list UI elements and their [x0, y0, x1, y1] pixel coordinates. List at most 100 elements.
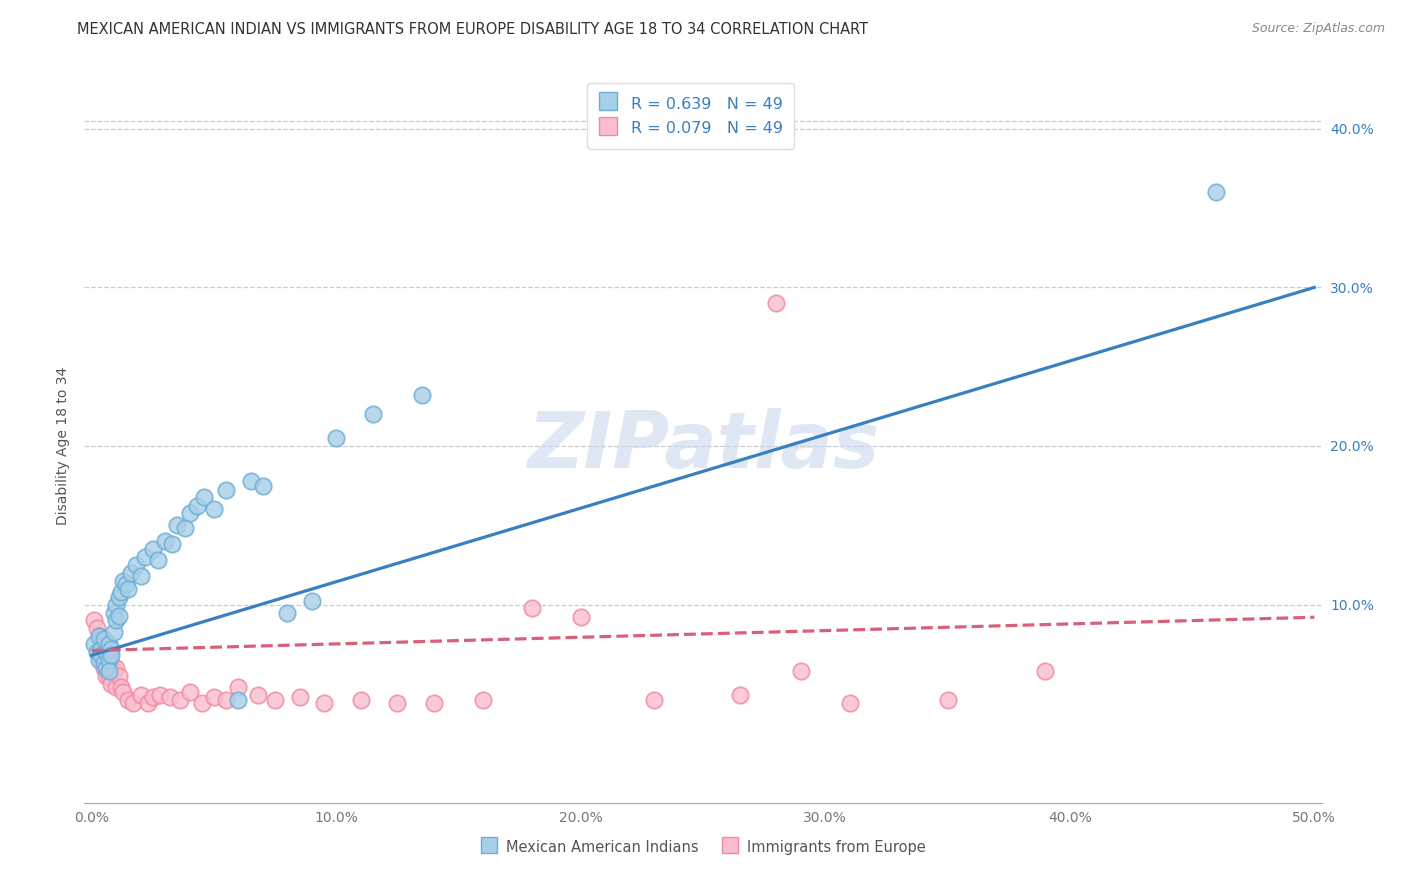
Point — [93, 637, 115, 651]
Point — [312, 696, 335, 710]
Point — [103, 606, 125, 620]
Point — [765, 296, 787, 310]
Point — [228, 692, 250, 706]
Point — [107, 608, 129, 623]
Point — [361, 407, 384, 421]
Point — [112, 685, 135, 699]
Point — [173, 521, 195, 535]
Point — [107, 590, 129, 604]
Y-axis label: Disability Age 18 to 34: Disability Age 18 to 34 — [56, 367, 70, 525]
Point — [146, 553, 169, 567]
Point — [301, 594, 323, 608]
Text: ZIPatlas: ZIPatlas — [527, 408, 879, 484]
Point — [202, 690, 225, 704]
Point — [129, 688, 152, 702]
Text: MEXICAN AMERICAN INDIAN VS IMMIGRANTS FROM EUROPE DISABILITY AGE 18 TO 34 CORREL: MEXICAN AMERICAN INDIAN VS IMMIGRANTS FR… — [77, 22, 869, 37]
Point — [325, 431, 347, 445]
Point — [97, 664, 120, 678]
Point — [87, 653, 110, 667]
Point — [350, 692, 373, 706]
Point — [110, 585, 132, 599]
Point — [252, 478, 274, 492]
Point — [239, 474, 262, 488]
Point — [276, 606, 298, 620]
Point — [520, 600, 543, 615]
Point — [228, 680, 250, 694]
Point — [936, 692, 959, 706]
Point — [264, 692, 287, 706]
Point — [1033, 664, 1056, 678]
Point — [112, 574, 135, 588]
Point — [97, 653, 120, 667]
Point — [87, 629, 110, 643]
Point — [117, 582, 139, 596]
Point — [411, 388, 433, 402]
Point — [90, 648, 112, 663]
Point — [100, 642, 122, 657]
Point — [153, 534, 176, 549]
Point — [97, 669, 120, 683]
Point — [179, 506, 201, 520]
Point — [129, 569, 152, 583]
Point — [387, 696, 409, 710]
Point — [1205, 186, 1227, 200]
Point — [142, 542, 165, 557]
Point — [169, 692, 191, 706]
Point — [120, 566, 142, 580]
Point — [86, 621, 108, 635]
Point — [115, 577, 138, 591]
Point — [202, 502, 225, 516]
Point — [179, 685, 201, 699]
Point — [107, 669, 129, 683]
Point — [93, 661, 115, 675]
Point — [97, 637, 120, 651]
Point — [87, 629, 110, 643]
Point — [215, 483, 238, 498]
Point — [569, 610, 592, 624]
Point — [83, 614, 105, 628]
Point — [86, 645, 108, 659]
Point — [142, 690, 165, 704]
Point — [96, 645, 118, 659]
Point — [643, 692, 665, 706]
Point — [162, 537, 184, 551]
Legend: Mexican American Indians, Immigrants from Europe: Mexican American Indians, Immigrants fro… — [468, 827, 938, 867]
Point — [96, 661, 118, 675]
Point — [215, 692, 238, 706]
Point — [728, 688, 751, 702]
Point — [246, 688, 269, 702]
Point — [103, 624, 125, 639]
Point — [423, 696, 446, 710]
Point — [838, 696, 860, 710]
Point — [134, 549, 156, 564]
Text: Source: ZipAtlas.com: Source: ZipAtlas.com — [1251, 22, 1385, 36]
Point — [90, 632, 112, 647]
Point — [186, 500, 208, 514]
Point — [136, 696, 159, 710]
Point — [96, 669, 118, 683]
Point — [90, 642, 112, 657]
Point — [122, 696, 145, 710]
Point — [159, 690, 181, 704]
Point — [100, 657, 122, 671]
Point — [93, 632, 115, 647]
Point — [105, 680, 128, 694]
Point — [149, 688, 172, 702]
Point — [105, 598, 128, 612]
Point — [125, 558, 148, 572]
Point — [103, 664, 125, 678]
Point — [288, 690, 311, 704]
Point — [100, 677, 122, 691]
Point — [190, 696, 212, 710]
Point — [97, 648, 120, 663]
Point — [166, 518, 188, 533]
Point — [90, 653, 112, 667]
Point — [105, 614, 128, 628]
Point — [471, 692, 494, 706]
Point — [100, 648, 122, 663]
Point — [105, 661, 128, 675]
Point — [110, 680, 132, 694]
Point — [83, 637, 105, 651]
Point — [790, 664, 813, 678]
Point — [93, 657, 115, 671]
